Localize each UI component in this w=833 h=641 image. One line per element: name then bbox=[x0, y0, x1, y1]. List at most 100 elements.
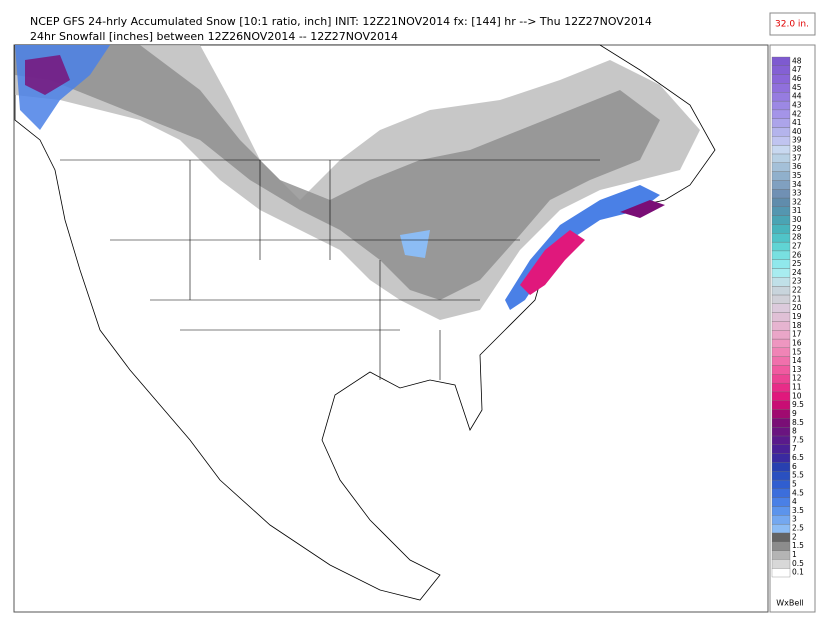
snow-ne-blue bbox=[505, 185, 660, 310]
colorbar-swatch bbox=[771, 100, 791, 111]
colorbar-label: 1.5 bbox=[792, 541, 804, 550]
colorbar-swatch bbox=[771, 250, 791, 260]
colorbar-swatch bbox=[771, 462, 791, 472]
colorbar-swatch bbox=[771, 83, 791, 93]
colorbar-swatch bbox=[771, 206, 791, 216]
colorbar-label: 26 bbox=[792, 250, 802, 259]
colorbar-label: 37 bbox=[792, 153, 802, 162]
colorbar-label: 3 bbox=[792, 515, 797, 524]
colorbar-label: 4 bbox=[792, 497, 797, 506]
title-line-1: NCEP GFS 24-hrly Accumulated Snow [10:1 … bbox=[30, 15, 652, 28]
colorbar-label: 18 bbox=[792, 321, 802, 330]
colorbar-label: 20 bbox=[792, 303, 802, 312]
colorbar-label: 7 bbox=[792, 444, 797, 453]
colorbar-swatch bbox=[771, 127, 791, 137]
snow-west-purple bbox=[25, 55, 70, 95]
title-line-2: 24hr Snowfall [inches] between 12Z26NOV2… bbox=[30, 30, 398, 43]
colorbar-swatch bbox=[771, 180, 791, 190]
colorbar-swatch bbox=[771, 136, 791, 146]
colorbar-swatch bbox=[771, 374, 791, 384]
colorbar-swatch bbox=[771, 144, 791, 155]
colorbar-label: 27 bbox=[792, 241, 802, 250]
colorbar-label: 40 bbox=[792, 127, 802, 136]
colorbar-swatch bbox=[771, 568, 791, 578]
colorbar-label: 23 bbox=[792, 277, 802, 286]
colorbar-label: 41 bbox=[792, 118, 802, 127]
colorbar-swatch bbox=[771, 523, 791, 534]
colorbar-swatch bbox=[771, 550, 791, 560]
snow-midwest-blue bbox=[400, 230, 430, 258]
colorbar-swatch bbox=[771, 427, 791, 437]
boundaries bbox=[60, 159, 600, 380]
colorbar-label: 2 bbox=[792, 532, 797, 541]
colorbar-label: 8.5 bbox=[792, 418, 804, 427]
colorbar-swatch bbox=[771, 515, 791, 525]
colorbar-swatch bbox=[771, 409, 791, 419]
colorbar-swatch bbox=[771, 241, 791, 252]
colorbar-label: 28 bbox=[792, 233, 802, 242]
colorbar-label: 11 bbox=[792, 383, 802, 392]
colorbar-swatch bbox=[771, 356, 791, 366]
colorbar-label: 14 bbox=[792, 356, 802, 365]
colorbar: 0.10.511.522.533.544.555.566.577.588.599… bbox=[769, 44, 816, 613]
colorbar-label: 10 bbox=[792, 391, 802, 400]
colorbar-label: 19 bbox=[792, 312, 802, 321]
colorbar-label: 45 bbox=[792, 83, 802, 92]
colorbar-label: 38 bbox=[792, 145, 802, 154]
colorbar-label: 44 bbox=[792, 92, 802, 101]
colorbar-label: 21 bbox=[792, 294, 802, 303]
colorbar-label: 24 bbox=[792, 268, 802, 277]
colorbar-swatch bbox=[771, 453, 791, 463]
colorbar-swatch bbox=[771, 532, 791, 542]
colorbar-swatch bbox=[771, 471, 791, 481]
max-label: 32.0 in. bbox=[775, 20, 809, 30]
colorbar-swatch bbox=[771, 277, 791, 287]
colorbar-swatch bbox=[771, 56, 791, 66]
colorbar-swatch bbox=[771, 479, 791, 490]
snow-medium bbox=[15, 45, 660, 300]
colorbar-swatch bbox=[771, 215, 791, 225]
colorbar-label: 35 bbox=[792, 171, 802, 180]
colorbar-swatch bbox=[771, 65, 791, 75]
colorbar-label: 32 bbox=[792, 197, 802, 206]
colorbar-swatch bbox=[771, 171, 791, 181]
colorbar-swatch bbox=[771, 559, 791, 569]
snow-nova-scotia bbox=[620, 200, 665, 218]
colorbar-swatch bbox=[771, 233, 791, 243]
colorbar-swatch bbox=[771, 74, 791, 84]
max-box bbox=[769, 12, 816, 36]
colorbar-swatch bbox=[771, 338, 791, 348]
colorbar-swatch bbox=[771, 312, 791, 322]
colorbar-swatch bbox=[771, 118, 791, 128]
colorbar-label: 30 bbox=[792, 215, 802, 224]
colorbar-label: 16 bbox=[792, 338, 802, 347]
colorbar-swatch bbox=[771, 365, 791, 375]
colorbar-label: 6 bbox=[792, 462, 797, 471]
colorbar-swatch bbox=[771, 259, 791, 269]
colorbar-label: 3.5 bbox=[792, 506, 804, 515]
colorbar-label: 43 bbox=[792, 100, 802, 109]
colorbar-label: 0.1 bbox=[792, 568, 804, 577]
colorbar-swatch bbox=[771, 330, 791, 340]
colorbar-label: 6.5 bbox=[792, 453, 804, 462]
colorbar-label: 25 bbox=[792, 259, 802, 268]
colorbar-label: 12 bbox=[792, 374, 802, 383]
colorbar-label: 22 bbox=[792, 286, 802, 295]
colorbar-label: 31 bbox=[792, 206, 802, 215]
colorbar-swatch bbox=[771, 153, 791, 163]
colorbar-swatch bbox=[771, 92, 791, 102]
colorbar-label: 29 bbox=[792, 224, 802, 233]
colorbar-swatch bbox=[771, 294, 791, 304]
colorbar-label: 36 bbox=[792, 162, 802, 171]
colorbar-swatch bbox=[771, 109, 791, 119]
snow-ne-pink bbox=[520, 230, 585, 295]
colorbar-label: 17 bbox=[792, 330, 802, 339]
colorbar-label: 9 bbox=[792, 409, 797, 418]
colorbar-swatch bbox=[771, 382, 791, 393]
colorbar-swatch bbox=[771, 189, 791, 199]
colorbar-swatch bbox=[771, 303, 791, 313]
map bbox=[13, 44, 769, 613]
colorbar-label: 8 bbox=[792, 427, 797, 436]
colorbar-label: 42 bbox=[792, 109, 802, 118]
colorbar-label: 47 bbox=[792, 65, 802, 74]
